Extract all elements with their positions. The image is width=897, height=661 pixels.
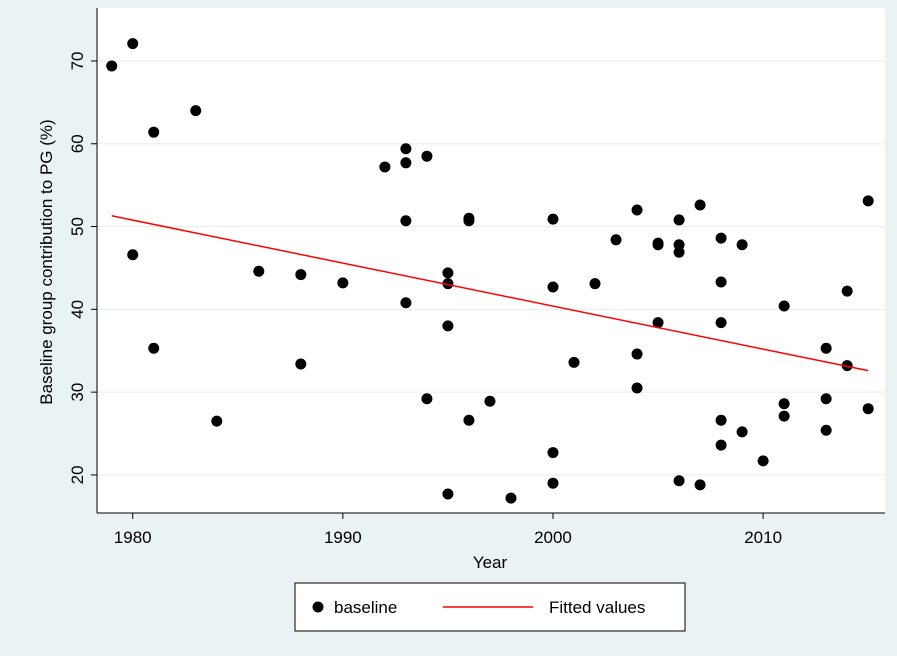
scatter-point bbox=[820, 342, 832, 354]
scatter-point bbox=[190, 105, 202, 117]
scatter-point bbox=[757, 455, 769, 467]
scatter-point bbox=[631, 204, 643, 216]
scatter-point bbox=[547, 213, 559, 225]
scatter-point bbox=[379, 161, 391, 173]
scatter-point bbox=[253, 265, 265, 277]
x-tick-label: 2010 bbox=[744, 528, 782, 547]
scatter-point bbox=[715, 317, 727, 329]
scatter-point bbox=[421, 393, 433, 405]
scatter-point bbox=[400, 143, 412, 155]
y-tick-label: 60 bbox=[68, 134, 87, 153]
scatter-point bbox=[337, 277, 349, 289]
scatter-point bbox=[127, 38, 139, 50]
scatter-point bbox=[715, 276, 727, 288]
legend-label: Fitted values bbox=[549, 598, 645, 617]
x-tick-label: 1980 bbox=[114, 528, 152, 547]
y-axis-label: Baseline group contribution to PG (%) bbox=[37, 119, 56, 404]
scatter-point bbox=[442, 278, 454, 290]
fit-line bbox=[111, 215, 869, 372]
scatter-point bbox=[505, 492, 517, 504]
scatter-point bbox=[715, 414, 727, 426]
scatter-point bbox=[589, 278, 601, 290]
scatter-point bbox=[568, 356, 580, 368]
x-axis-label: Year bbox=[473, 553, 508, 572]
plot-area bbox=[97, 8, 885, 513]
scatter-point bbox=[862, 403, 874, 415]
scatter-point bbox=[736, 426, 748, 438]
scatter-point bbox=[463, 215, 475, 227]
legend-swatch bbox=[312, 601, 324, 613]
scatter-point bbox=[211, 415, 223, 427]
scatter-point bbox=[127, 249, 139, 261]
scatter-point bbox=[547, 477, 559, 489]
scatter-point bbox=[673, 246, 685, 258]
scatter-point bbox=[820, 424, 832, 436]
y-tick-label: 30 bbox=[68, 383, 87, 402]
scatter-point bbox=[631, 348, 643, 360]
scatter-point bbox=[106, 60, 118, 72]
x-tick-label: 1990 bbox=[324, 528, 362, 547]
scatter-point bbox=[673, 475, 685, 487]
scatter-point bbox=[694, 199, 706, 211]
scatter-point bbox=[673, 214, 685, 226]
scatter-point bbox=[295, 269, 307, 281]
scatter-point bbox=[442, 488, 454, 500]
scatter-point bbox=[631, 382, 643, 394]
scatter-point bbox=[148, 126, 160, 138]
scatter-point bbox=[652, 317, 664, 329]
scatter-point bbox=[778, 398, 790, 410]
y-tick-label: 50 bbox=[68, 217, 87, 236]
scatter-point bbox=[862, 195, 874, 207]
scatter-point bbox=[715, 232, 727, 244]
scatter-point bbox=[610, 234, 622, 246]
scatter-point bbox=[442, 267, 454, 279]
scatter-point bbox=[400, 215, 412, 227]
scatter-point bbox=[841, 285, 853, 297]
x-tick-label: 2000 bbox=[534, 528, 572, 547]
scatter-point bbox=[547, 281, 559, 293]
scatter-point bbox=[820, 393, 832, 405]
scatter-point bbox=[400, 157, 412, 169]
y-tick-label: 20 bbox=[68, 465, 87, 484]
scatter-point bbox=[736, 239, 748, 251]
legend-label: baseline bbox=[334, 598, 397, 617]
scatter-point bbox=[715, 439, 727, 451]
scatter-point bbox=[694, 479, 706, 491]
scatter-point bbox=[400, 297, 412, 309]
scatter-point bbox=[295, 358, 307, 370]
scatter-point bbox=[463, 414, 475, 426]
y-tick-label: 40 bbox=[68, 300, 87, 319]
scatter-point bbox=[484, 395, 496, 407]
y-tick-label: 70 bbox=[68, 52, 87, 71]
scatter-point bbox=[148, 342, 160, 354]
scatter-point bbox=[778, 410, 790, 422]
scatter-point bbox=[547, 447, 559, 459]
scatter-point bbox=[421, 150, 433, 162]
scatter-point bbox=[442, 320, 454, 332]
scatter-point bbox=[652, 239, 664, 251]
scatter-point bbox=[778, 300, 790, 312]
